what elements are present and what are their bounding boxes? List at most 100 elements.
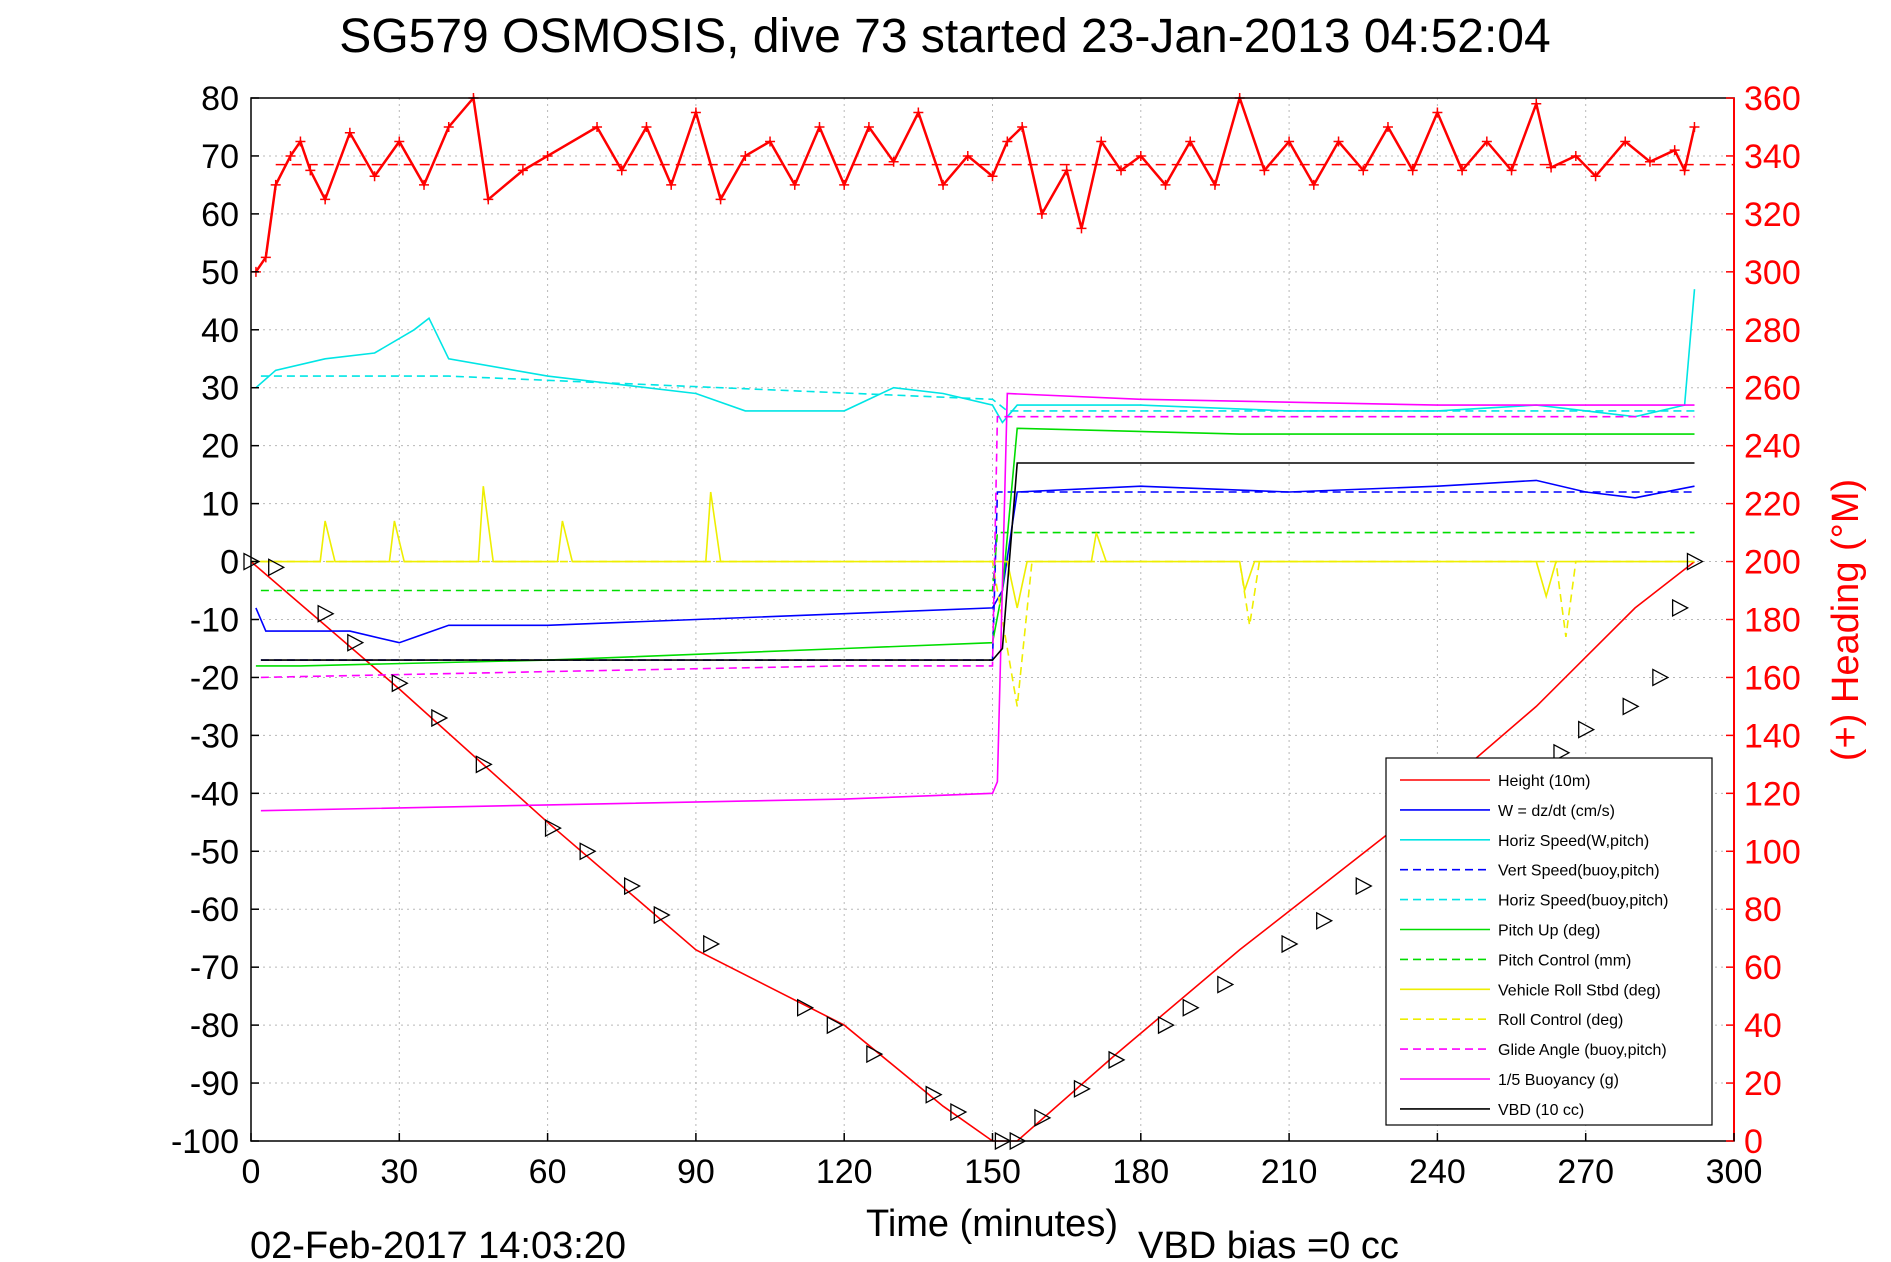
right-tick-label: 140: [1744, 717, 1801, 755]
legend-entry: Pitch Up (deg): [1498, 923, 1600, 940]
heading-plus-marker: [394, 136, 405, 147]
left-tick-label: -10: [190, 602, 239, 640]
triangle-marker: [475, 755, 493, 774]
heading-plus-marker: [1570, 150, 1581, 161]
legend-entry: Roll Control (deg): [1498, 1012, 1623, 1029]
series-line-8: [260, 560, 1695, 707]
legend-entry: Glide Angle (buoy,pitch): [1498, 1042, 1667, 1059]
triangle-marker: [653, 905, 671, 925]
heading-plus-marker: [419, 179, 430, 190]
triangle-marker: [703, 934, 721, 954]
heading-plus-marker: [641, 121, 652, 132]
legend-entry: Horiz Speed(buoy,pitch): [1498, 893, 1668, 910]
heading-plus-marker: [270, 179, 281, 190]
heading-plus-marker: [1308, 179, 1319, 190]
triangle-marker: [391, 674, 409, 693]
heading-plus-marker: [344, 127, 355, 138]
triangle-marker: [826, 1016, 844, 1035]
heading-plus-marker: [666, 179, 677, 190]
left-tick-label: -40: [190, 775, 239, 813]
heading-plus-marker: [987, 171, 998, 182]
heading-plus-marker: [1185, 136, 1196, 147]
heading-plus-marker: [1481, 136, 1492, 147]
right-tick-label: 280: [1744, 312, 1801, 350]
left-tick-label: 80: [201, 80, 239, 118]
heading-plus-marker: [1209, 179, 1220, 190]
heading-plus-marker: [715, 194, 726, 205]
left-tick-label: -60: [190, 891, 239, 929]
left-tick-label: -50: [190, 833, 239, 871]
series-line-11: [260, 462, 1695, 661]
triangle-marker: [579, 842, 597, 861]
legend-entry: Pitch Control (mm): [1498, 952, 1631, 969]
triangle-marker: [1686, 552, 1704, 571]
heading-plus-marker: [863, 121, 874, 132]
triangle-marker: [1355, 876, 1373, 896]
x-tick-label: 270: [1557, 1153, 1614, 1191]
right-tick-label: 360: [1744, 80, 1801, 118]
legend-entry: W = dz/dt (cm/s): [1498, 803, 1615, 820]
heading-plus-marker: [1358, 165, 1369, 176]
right-tick-label: 120: [1744, 775, 1801, 813]
triangle-marker: [347, 633, 365, 652]
triangle-marker: [1034, 1108, 1052, 1127]
left-tick-label: -30: [190, 717, 239, 755]
left-tick-label: -90: [190, 1065, 239, 1103]
legend-entry: Height (10m): [1498, 773, 1590, 790]
x-tick-label: 120: [816, 1153, 873, 1191]
marker-layer: [243, 552, 1704, 1151]
right-tick-label: 100: [1744, 833, 1801, 871]
heading-plus-marker: [1620, 136, 1631, 147]
right-tick-label: 40: [1744, 1007, 1782, 1045]
left-tick-label: -100: [171, 1123, 239, 1161]
legend-entry: Vert Speed(buoy,pitch): [1498, 863, 1660, 880]
heading-plus-marker: [1061, 165, 1072, 176]
left-tick-label: -70: [190, 949, 239, 987]
right-tick-label: 60: [1744, 949, 1782, 987]
x-tick-label: 210: [1261, 1153, 1318, 1191]
right-tick-label: 220: [1744, 486, 1801, 524]
triangle-marker: [317, 604, 335, 623]
left-tick-label: 20: [201, 428, 239, 466]
triangle-marker: [1108, 1050, 1126, 1069]
heading-plus-marker: [1017, 121, 1028, 132]
heading-plus-marker: [1506, 165, 1517, 176]
heading-plus-marker: [690, 107, 701, 118]
series-layer: [250, 93, 1734, 1142]
triangle-marker: [1182, 998, 1200, 1017]
x-tick-label: 150: [964, 1153, 1021, 1191]
x-tick-label: 60: [529, 1153, 567, 1191]
left-tick-label: 10: [201, 486, 239, 524]
right-tick-label: 260: [1744, 370, 1801, 408]
right-tick-label: 0: [1744, 1123, 1763, 1161]
heading-plus-marker: [765, 136, 776, 147]
left-tick-label: -80: [190, 1007, 239, 1045]
x-tick-label: 300: [1706, 1153, 1763, 1191]
series-line-4: [260, 375, 1695, 412]
heading-plus-marker: [962, 150, 973, 161]
x-tick-label: 180: [1112, 1153, 1169, 1191]
legend-box: [1385, 757, 1713, 1126]
triangle-marker: [1578, 720, 1596, 739]
legend-entry: Vehicle Roll Stbd (deg): [1498, 982, 1661, 999]
heading-plus-marker: [938, 179, 949, 190]
heading-plus-marker: [1457, 165, 1468, 176]
footer-vbd-bias: VBD bias =0 cc: [1138, 1225, 1399, 1262]
heading-plus-marker: [1036, 208, 1047, 219]
footer-timestamp: 02-Feb-2017 14:03:20: [250, 1225, 626, 1262]
right-axis-ticks: 3603403203002802602402202001801601401201…: [1726, 80, 1801, 1161]
heading-plus-marker: [616, 165, 627, 176]
right-tick-label: 240: [1744, 428, 1801, 466]
series-line-5: [255, 427, 1695, 667]
triangle-marker: [623, 876, 642, 896]
heading-plus-marker: [839, 179, 850, 190]
heading-plus-marker: [592, 121, 603, 132]
left-tick-label: 0: [220, 544, 239, 582]
heading-plus-marker: [443, 121, 454, 132]
heading-plus-marker: [295, 136, 306, 147]
legend: Height (10m) W = dz/dt (cm/s) Horiz Speed(…: [1385, 757, 1713, 1126]
triangle-marker: [268, 558, 286, 577]
series-line-2: [255, 289, 1696, 424]
heading-plus-marker: [1432, 107, 1443, 118]
